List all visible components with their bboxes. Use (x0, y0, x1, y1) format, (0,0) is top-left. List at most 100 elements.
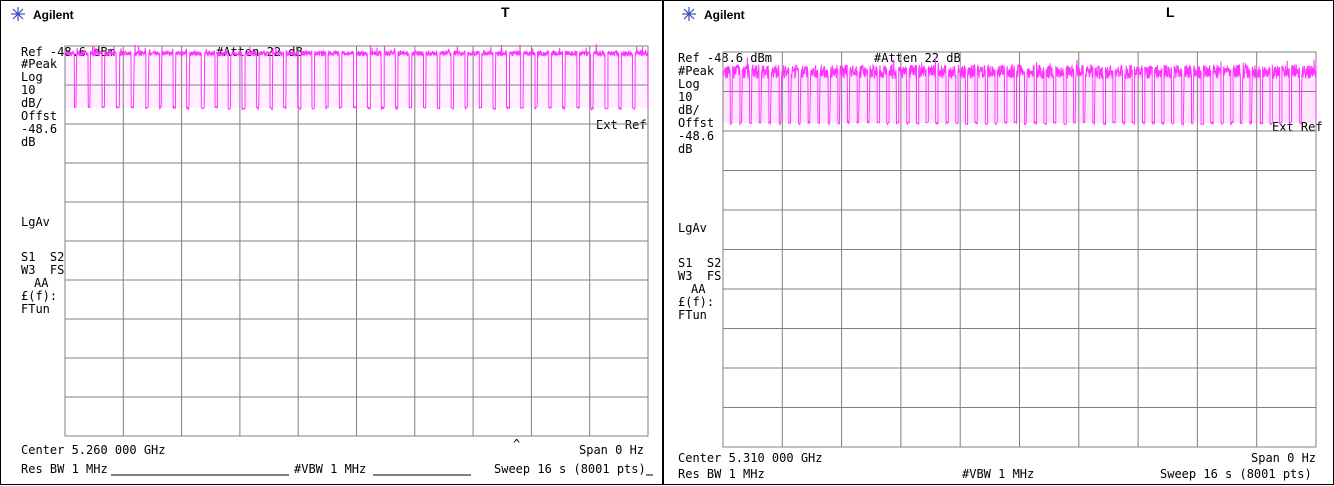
burst-mark (272, 51, 284, 109)
left-label: AA (691, 282, 706, 296)
burst-mark (1085, 69, 1093, 124)
span-value: Span 0 Hz (579, 443, 645, 457)
burst-mark (90, 51, 103, 109)
burst-mark (1203, 69, 1211, 124)
footer-underlines (111, 474, 653, 476)
left-label: 10 (678, 90, 693, 104)
burst-mark (1154, 69, 1162, 124)
left-label: dB (21, 135, 36, 149)
left-label: LgAv (21, 215, 50, 229)
burst-mark (957, 69, 966, 124)
burst-mark (898, 69, 907, 124)
burst-mark (849, 69, 858, 124)
burst-mark (148, 51, 160, 109)
res-bw: Res BW 1 MHz (678, 467, 765, 481)
burst-mark (565, 51, 577, 109)
burst-mark (204, 51, 216, 109)
burst-mark (607, 51, 619, 109)
burst-mark (987, 69, 996, 124)
left-label: FTun (21, 302, 50, 316)
burst-mark (245, 51, 257, 109)
burst-mark (495, 51, 507, 109)
burst-mark (356, 51, 368, 109)
burst-mark (593, 51, 606, 109)
burst-mark (1055, 69, 1064, 124)
burst-mark (134, 51, 146, 109)
burst-mark (384, 51, 396, 109)
burst-mark (551, 51, 563, 109)
burst-mark (259, 51, 271, 109)
burst-mark (879, 69, 887, 124)
burst-mark (65, 51, 75, 109)
burst-mark (1134, 69, 1143, 124)
burst-mark (537, 51, 549, 109)
left-label: dB (678, 142, 693, 156)
left-label: FTun (678, 308, 707, 322)
burst-mark (175, 51, 187, 109)
analyzer-panel-1: Agilent T Ref -48.6 dBm #Atten 22 dB #Pe… (0, 0, 663, 485)
burst-mark (1173, 69, 1182, 124)
burst-mark (742, 69, 750, 124)
agilent-logo-icon (682, 7, 696, 21)
burst-mark (997, 69, 1005, 124)
ext-ref-label: Ext Ref (596, 118, 647, 132)
burst-mark (230, 51, 243, 109)
burst-mark (426, 51, 438, 109)
burst-mark (859, 69, 868, 124)
burst-mark (1281, 69, 1290, 124)
burst-mark (830, 69, 838, 124)
left-label: -48.6 (21, 122, 58, 136)
left-label: W3 FS (21, 263, 65, 277)
res-bw: Res BW 1 MHz (21, 462, 108, 476)
burst-mark (76, 51, 89, 109)
burst-mark (840, 69, 848, 124)
burst-mark (1046, 69, 1054, 124)
burst-mark (398, 51, 410, 109)
agilent-logo-icon (11, 7, 25, 21)
burst-mark (509, 51, 521, 109)
trace-label: L (1166, 4, 1175, 20)
burst-mark (869, 69, 878, 124)
burst-mark (481, 51, 494, 109)
burst-mark (800, 69, 809, 124)
burst-mark (104, 51, 117, 109)
burst-mark (1066, 69, 1074, 124)
burst-mark (439, 51, 452, 109)
brand-name: Agilent (33, 8, 74, 22)
burst-mark (300, 51, 313, 109)
trace-line (64, 44, 649, 112)
burst-mark (189, 51, 202, 109)
burst-mark (909, 69, 917, 124)
analyzer-panel-2: Agilent L Ref -48.6 dBm #Atten 22 dB #Pe… (663, 0, 1334, 485)
trace-chart (722, 51, 1317, 448)
burst-mark (286, 51, 298, 109)
left-label: AA (34, 276, 49, 290)
burst-mark (1232, 69, 1241, 124)
left-label: #Peak (21, 57, 58, 71)
burst-mark (523, 51, 536, 109)
left-label: dB/ (678, 103, 700, 117)
center-frequency: Center 5.310 000 GHz (678, 451, 823, 465)
left-label: LgAv (678, 221, 707, 235)
burst-mark (1105, 69, 1113, 124)
left-label: #Peak (678, 64, 715, 78)
burst-mark (791, 69, 799, 124)
left-label: Offst (678, 116, 715, 130)
burst-mark (761, 69, 769, 124)
left-label: S1 S2 (21, 250, 65, 264)
burst-mark (948, 69, 956, 124)
burst-mark (928, 69, 936, 124)
burst-mark (328, 51, 340, 109)
burst-mark (977, 69, 986, 124)
left-label: 10 (21, 83, 36, 97)
burst-mark (1075, 69, 1084, 124)
burst-mark (751, 69, 760, 124)
burst-mark (1095, 69, 1104, 124)
left-label: W3 FS (678, 269, 722, 283)
sweep-time: Sweep 16 s (8001 pts) (494, 462, 646, 476)
brand-header: Agilent (11, 7, 74, 22)
burst-mark (1252, 69, 1261, 124)
attenuation: #Atten 22 dB (874, 51, 961, 65)
left-label: Log (21, 70, 43, 84)
burst-mark (781, 69, 789, 124)
